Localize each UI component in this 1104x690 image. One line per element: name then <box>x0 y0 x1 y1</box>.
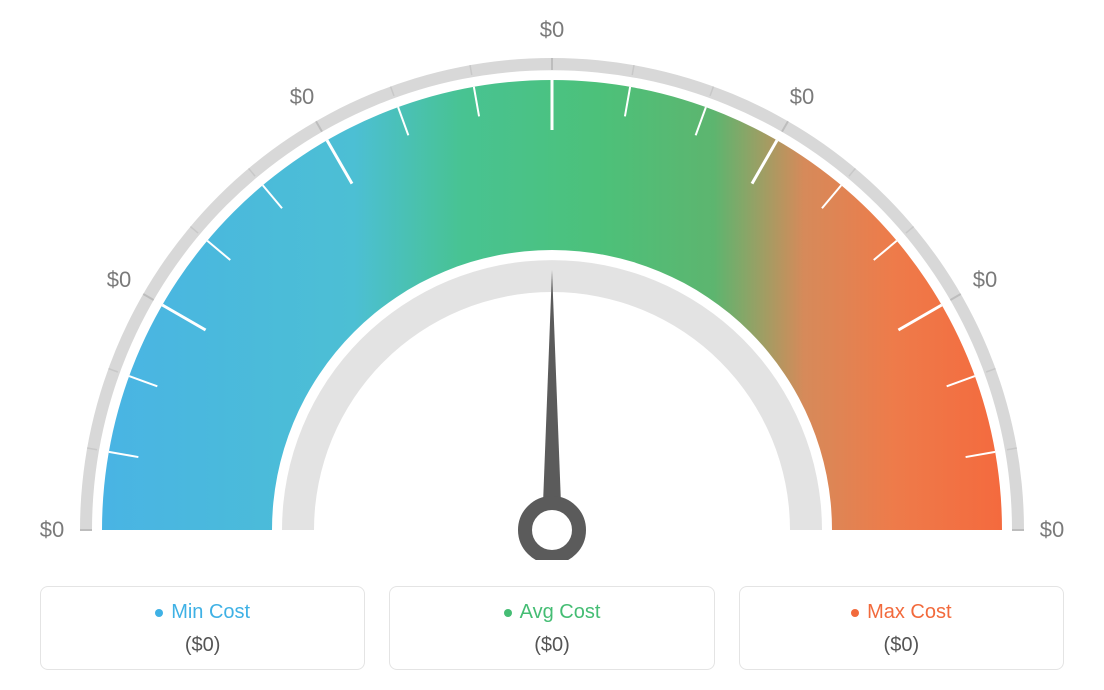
legend-label: Max Cost <box>867 601 951 624</box>
legend-card-max: Max Cost ($0) <box>739 586 1064 670</box>
gauge-tick-label: $0 <box>1040 517 1064 543</box>
legend-value: ($0) <box>750 634 1053 657</box>
legend-title-min: Min Cost <box>155 601 250 624</box>
gauge-tick-label: $0 <box>540 17 564 43</box>
dot-icon <box>504 609 512 617</box>
legend-title-max: Max Cost <box>851 601 951 624</box>
gauge-tick-label: $0 <box>290 84 314 110</box>
legend-value: ($0) <box>51 634 354 657</box>
gauge-tick-label: $0 <box>40 517 64 543</box>
legend-row: Min Cost ($0) Avg Cost ($0) Max Cost ($0… <box>40 586 1064 670</box>
chart-container: $0 $0 $0 $0 $0 $0 $0 Min Cost ($0) Avg Cost ($… <box>0 0 1104 690</box>
legend-card-min: Min Cost ($0) <box>40 586 365 670</box>
gauge-tick-label: $0 <box>973 267 997 293</box>
legend-value: ($0) <box>400 634 703 657</box>
dot-icon <box>155 609 163 617</box>
gauge-tick-label: $0 <box>107 267 131 293</box>
legend-card-avg: Avg Cost ($0) <box>389 586 714 670</box>
dot-icon <box>851 609 859 617</box>
gauge-svg <box>0 0 1104 560</box>
gauge-tick-label: $0 <box>790 84 814 110</box>
legend-label: Min Cost <box>171 601 250 624</box>
legend-label: Avg Cost <box>520 601 601 624</box>
legend-title-avg: Avg Cost <box>504 601 601 624</box>
gauge: $0 $0 $0 $0 $0 $0 $0 <box>0 0 1104 560</box>
